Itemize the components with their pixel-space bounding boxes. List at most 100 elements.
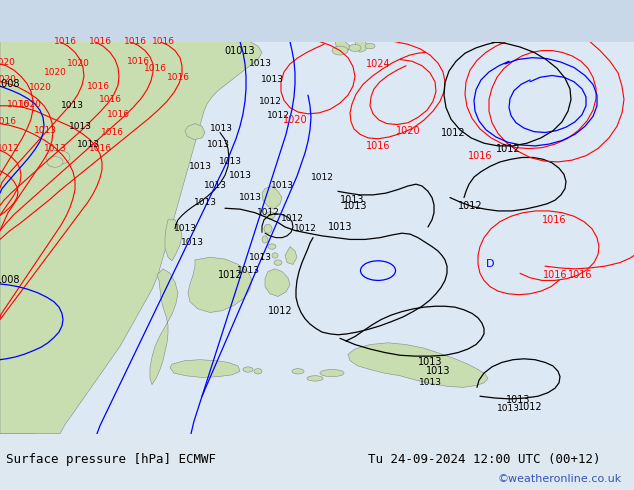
Ellipse shape (320, 369, 344, 377)
Text: 1016: 1016 (541, 215, 566, 225)
Text: 1016: 1016 (127, 57, 150, 66)
Text: 1013: 1013 (328, 222, 353, 232)
Text: 1013: 1013 (207, 140, 230, 148)
Text: 1016: 1016 (98, 95, 122, 104)
Text: 1012: 1012 (458, 201, 482, 212)
Text: 1013: 1013 (193, 197, 216, 206)
Text: Surface pressure [hPa] ECMWF: Surface pressure [hPa] ECMWF (6, 453, 216, 466)
Text: 1016: 1016 (53, 37, 77, 46)
Ellipse shape (307, 376, 323, 381)
Ellipse shape (47, 157, 63, 167)
Ellipse shape (292, 368, 304, 374)
Text: 1020: 1020 (18, 99, 41, 108)
Ellipse shape (365, 44, 375, 49)
Ellipse shape (262, 236, 268, 243)
Text: 1013: 1013 (418, 357, 443, 368)
Ellipse shape (265, 212, 275, 219)
Text: 1012: 1012 (441, 127, 465, 138)
Text: 1012: 1012 (268, 306, 292, 316)
Polygon shape (355, 42, 368, 52)
Text: 1013: 1013 (219, 157, 242, 167)
Polygon shape (0, 42, 262, 434)
Ellipse shape (46, 150, 70, 165)
Polygon shape (262, 186, 282, 209)
Text: 1008: 1008 (0, 79, 20, 89)
Ellipse shape (243, 367, 253, 372)
Text: 1013: 1013 (34, 126, 56, 135)
Text: 1016: 1016 (143, 64, 167, 73)
Text: 1020: 1020 (0, 58, 15, 67)
Text: 1016: 1016 (107, 110, 129, 119)
Text: 1013: 1013 (77, 140, 100, 148)
Text: 1020: 1020 (67, 59, 89, 69)
Polygon shape (0, 42, 215, 434)
Polygon shape (170, 360, 240, 377)
Text: Tu 24-09-2024 12:00 UTC (00+12): Tu 24-09-2024 12:00 UTC (00+12) (368, 453, 600, 466)
Text: 1013: 1013 (68, 122, 91, 131)
Text: 1008: 1008 (0, 275, 20, 285)
Text: 1013: 1013 (44, 144, 67, 153)
Text: 1016: 1016 (167, 73, 190, 82)
Text: 1012: 1012 (518, 402, 542, 412)
Text: 1012: 1012 (257, 208, 280, 217)
Ellipse shape (274, 260, 282, 265)
Polygon shape (265, 269, 290, 296)
Ellipse shape (254, 368, 262, 374)
Text: 1020: 1020 (44, 68, 67, 77)
Text: 1024: 1024 (366, 59, 391, 69)
Text: 1016: 1016 (6, 99, 30, 108)
Text: 1013: 1013 (418, 378, 441, 388)
Text: 1013: 1013 (228, 171, 252, 180)
Text: 1012: 1012 (281, 214, 304, 222)
Ellipse shape (268, 244, 276, 249)
Text: 1016: 1016 (101, 128, 124, 137)
Polygon shape (185, 123, 205, 140)
Text: 1012: 1012 (0, 144, 20, 153)
Text: 1013: 1013 (261, 74, 283, 84)
Text: 1012: 1012 (294, 224, 316, 233)
Text: 1016: 1016 (568, 270, 592, 280)
Text: 1016: 1016 (468, 151, 492, 161)
Text: 1016: 1016 (152, 37, 174, 46)
Text: 1013: 1013 (271, 181, 294, 191)
Text: 1013: 1013 (188, 162, 212, 171)
Text: 1016: 1016 (86, 82, 110, 91)
Polygon shape (165, 220, 182, 261)
Text: 1012: 1012 (266, 111, 290, 120)
Polygon shape (335, 42, 350, 52)
Text: 1013: 1013 (249, 59, 271, 69)
Text: 1012: 1012 (311, 172, 333, 182)
Text: 1013: 1013 (174, 224, 197, 233)
Text: 1016: 1016 (0, 117, 16, 126)
Text: 1013: 1013 (343, 201, 367, 212)
Text: 1016: 1016 (89, 144, 112, 153)
Text: D: D (486, 259, 495, 270)
Text: 1012: 1012 (217, 270, 242, 280)
Text: 1013: 1013 (426, 367, 450, 376)
Text: 1013: 1013 (496, 404, 519, 413)
Text: 1016: 1016 (124, 37, 146, 46)
Text: 1020: 1020 (396, 126, 420, 136)
Text: 1020: 1020 (29, 83, 51, 93)
Text: 1020: 1020 (283, 115, 307, 125)
Text: 1013: 1013 (204, 181, 226, 191)
Polygon shape (348, 343, 488, 387)
Text: 1020: 1020 (0, 75, 16, 84)
Text: 1016: 1016 (543, 270, 567, 280)
Text: 1013: 1013 (340, 195, 365, 205)
Ellipse shape (264, 224, 272, 233)
Text: ©weatheronline.co.uk: ©weatheronline.co.uk (497, 474, 621, 484)
Ellipse shape (332, 46, 348, 55)
Text: 1013: 1013 (238, 193, 261, 202)
Text: 01013: 01013 (224, 46, 256, 55)
Text: 1013: 1013 (60, 101, 84, 110)
Polygon shape (285, 246, 297, 265)
Polygon shape (150, 269, 178, 385)
Text: 1013: 1013 (506, 395, 530, 405)
Polygon shape (0, 42, 175, 380)
Text: 1013: 1013 (181, 238, 204, 246)
Ellipse shape (349, 44, 361, 51)
Text: 1016: 1016 (366, 141, 391, 151)
Text: 1012: 1012 (496, 144, 521, 153)
Text: 1012: 1012 (259, 97, 281, 106)
